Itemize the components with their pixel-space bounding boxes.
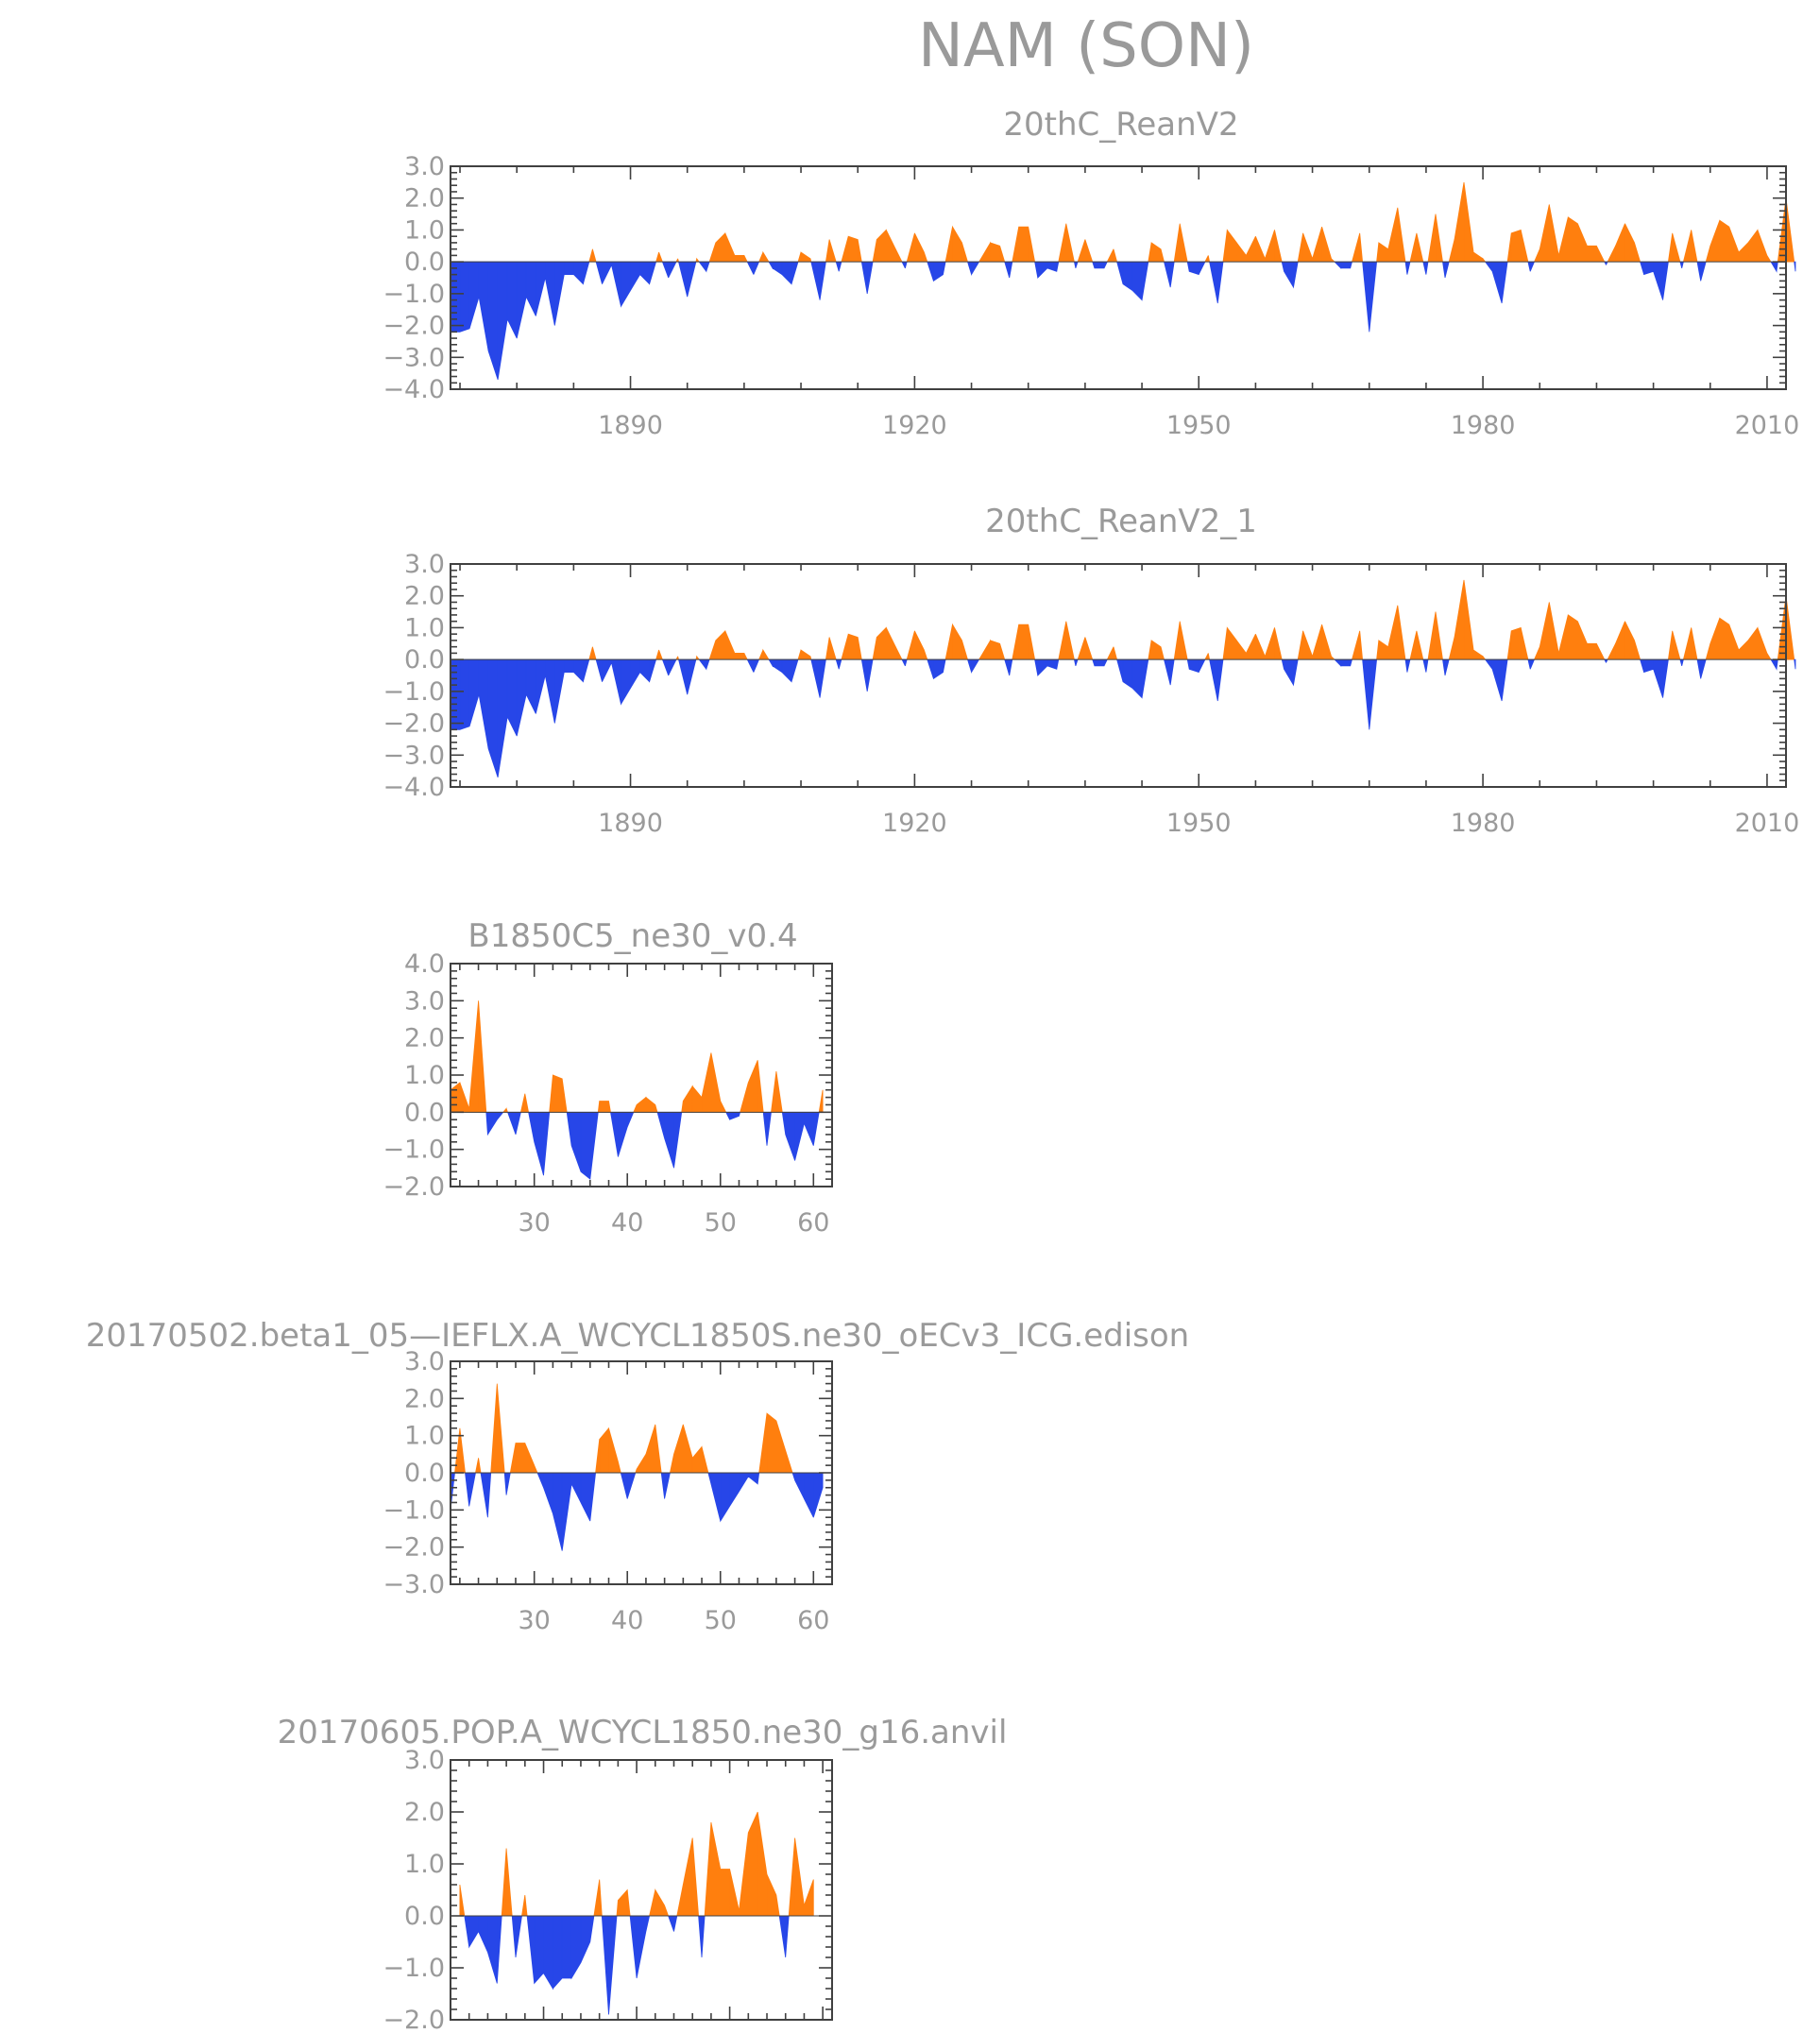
- y-tick-label: −2.0: [383, 709, 445, 739]
- y-tick-label: −1.0: [383, 1954, 445, 1983]
- panel-b1850c5: B1850C5_ne30_v0.4 4.0 3.0 2.0 1.0 0.0 −1.0 −2.…: [383, 917, 833, 1238]
- plot-frame: [450, 563, 1787, 788]
- positive-anomaly-area: [459, 1811, 814, 1917]
- y-tick-label: 2.0: [404, 1798, 445, 1827]
- panel-20thc-reanv2: 20thC_ReanV2 3.0 2.01.0 0.0 −1.0 −2.0−3.0 −4.…: [383, 106, 1799, 440]
- y-tick-label: 1.0: [404, 1850, 445, 1879]
- positive-anomaly-area: [454, 1383, 793, 1474]
- negative-anomaly-area: [485, 1111, 820, 1180]
- panel-20thc-reanv2-1: 20thC_ReanV2_1 3.0 2.01.0 0.0−1.0−2.0−3.0 −…: [383, 503, 1799, 838]
- negative-anomaly-area: [450, 658, 1796, 778]
- x-tick-label: 1920: [882, 411, 947, 440]
- x-tick-label: 60: [797, 1208, 829, 1238]
- negative-anomaly-area: [450, 261, 1796, 381]
- plot-frame: [450, 165, 1787, 390]
- y-tick-label: 3.0: [404, 152, 445, 181]
- positive-anomaly-area: [588, 579, 1795, 660]
- panel-pop-anvil: 20170605.POP.A_WCYCL1850.ne30_g16.anvil …: [278, 1714, 1008, 2033]
- y-tick-label: 2.0: [404, 1384, 445, 1413]
- y-tick-label: −4.0: [383, 375, 445, 404]
- x-tick-label: 2010: [1735, 809, 1800, 838]
- y-tick-label: −1.0: [383, 1495, 445, 1525]
- positive-anomaly-area: [450, 1000, 824, 1113]
- y-tick-label: −3.0: [383, 1570, 445, 1599]
- panel-title: 20170605.POP.A_WCYCL1850.ne30_g16.anvil: [278, 1714, 1008, 1751]
- y-tick-label: 0.0: [404, 1098, 445, 1127]
- y-tick-label: −2.0: [383, 1172, 445, 1202]
- x-tick-label: 1890: [598, 411, 663, 440]
- x-tick-label: 1950: [1166, 411, 1232, 440]
- x-tick-label: 1980: [1451, 809, 1516, 838]
- y-tick-label: 3.0: [404, 1746, 445, 1775]
- panel-beta1-edison: 20170502.beta1_05—IEFLX.A_WCYCL1850S.ne3…: [86, 1317, 1190, 1635]
- y-tick-label: 2.0: [404, 184, 445, 214]
- x-tick-label: 40: [611, 1606, 643, 1635]
- x-tick-label: 1890: [598, 809, 663, 838]
- y-tick-label: −1.0: [383, 280, 445, 309]
- plot-frame: [450, 963, 833, 1187]
- y-tick-label: −2.0: [383, 312, 445, 341]
- x-tick-label: 1950: [1166, 809, 1232, 838]
- y-tick-label: 1.0: [404, 215, 445, 245]
- x-tick-label: 30: [519, 1606, 551, 1635]
- y-tick-label: 1.0: [404, 613, 445, 642]
- y-tick-label: −4.0: [383, 773, 445, 802]
- y-tick-label: 1.0: [404, 1422, 445, 1451]
- x-tick-label: 40: [611, 1208, 643, 1238]
- panel-title: B1850C5_ne30_v0.4: [468, 917, 797, 955]
- negative-anomaly-area: [450, 1472, 824, 1551]
- y-tick-label: 0.0: [404, 1459, 445, 1488]
- x-tick-label: 1920: [882, 809, 947, 838]
- y-tick-label: 3.0: [404, 986, 445, 1016]
- negative-anomaly-area: [464, 1915, 790, 2015]
- panel-title: 20thC_ReanV2: [1003, 106, 1238, 144]
- y-tick-label: −2.0: [383, 1533, 445, 1563]
- x-tick-label: 60: [797, 1606, 829, 1635]
- x-tick-label: 2010: [1735, 411, 1800, 440]
- figure-title: NAM (SON): [918, 11, 1254, 81]
- panel-title: 20thC_ReanV2_1: [985, 503, 1257, 540]
- positive-anomaly-area: [588, 181, 1795, 263]
- y-tick-label: −3.0: [383, 343, 445, 372]
- y-tick-label: 0.0: [404, 248, 445, 277]
- x-tick-label: 50: [705, 1208, 737, 1238]
- y-tick-label: 4.0: [404, 949, 445, 979]
- y-tick-label: 2.0: [404, 1024, 445, 1053]
- y-tick-label: 3.0: [404, 550, 445, 579]
- y-tick-label: −1.0: [383, 677, 445, 707]
- y-tick-label: −2.0: [383, 2006, 445, 2033]
- x-tick-label: 30: [519, 1208, 551, 1238]
- y-tick-label: 3.0: [404, 1347, 445, 1376]
- x-tick-label: 50: [705, 1606, 737, 1635]
- y-tick-label: 0.0: [404, 1902, 445, 1931]
- y-tick-label: −3.0: [383, 741, 445, 770]
- plot-frame: [450, 1759, 833, 2021]
- y-tick-label: 2.0: [404, 582, 445, 611]
- y-tick-label: −1.0: [383, 1136, 445, 1165]
- panel-title: 20170502.beta1_05—IEFLX.A_WCYCL1850S.ne3…: [86, 1317, 1190, 1355]
- y-tick-label: 1.0: [404, 1061, 445, 1090]
- y-tick-label: 0.0: [404, 645, 445, 675]
- x-tick-label: 1980: [1451, 411, 1516, 440]
